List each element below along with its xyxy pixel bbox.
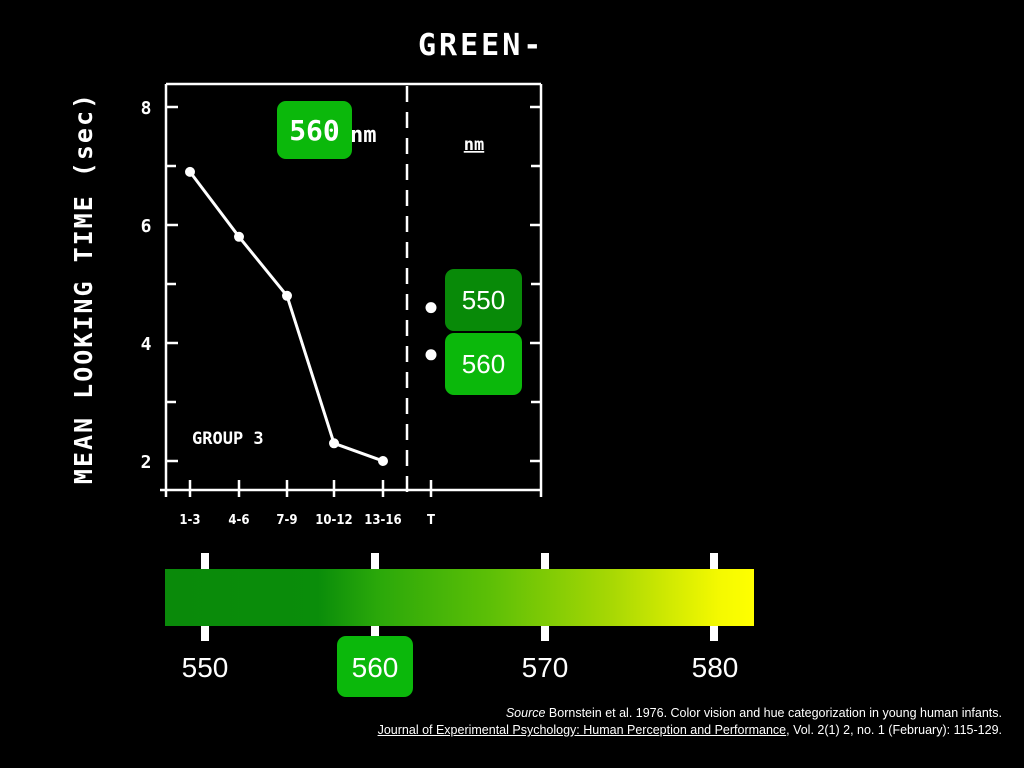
source-citation: Source Bornstein et al. 1976. Color visi… xyxy=(378,705,1002,739)
y-tick-label: 8 xyxy=(141,98,152,119)
scale-tick-580 xyxy=(710,553,718,569)
x-tick-label: 13-16 xyxy=(364,513,401,528)
x-tick-label: 4-6 xyxy=(228,513,249,528)
spectrum-gradient-bar xyxy=(165,569,754,626)
test-point-550 xyxy=(425,302,437,314)
y-tick-label: 2 xyxy=(141,452,152,473)
scale-tick-550-bottom xyxy=(201,626,209,641)
scale-tick-550 xyxy=(201,553,209,569)
x-tick-label: T xyxy=(427,513,435,528)
test-points xyxy=(425,302,437,361)
journal-details: , Vol. 2(1) 2, no. 1 (February): 115-129… xyxy=(786,723,1002,737)
series-line xyxy=(188,170,384,463)
habituation-unit: nm xyxy=(350,123,377,148)
source-label: Source xyxy=(505,706,546,720)
scale-label-560: 560 xyxy=(351,652,399,683)
scale-highlight-badge xyxy=(337,636,413,697)
scale-tick-560 xyxy=(371,553,379,569)
data-point xyxy=(378,456,388,466)
scale-tick-580-bottom xyxy=(710,626,718,641)
series-polyline xyxy=(188,170,384,463)
y-ticks: 2 4 6 8 xyxy=(141,98,541,473)
x-tick-label: 1-3 xyxy=(179,513,200,528)
habituation-value: 560 xyxy=(289,113,340,147)
data-point xyxy=(329,438,339,449)
test-point-560 xyxy=(425,349,437,361)
data-point xyxy=(185,166,195,177)
scale-tick-570 xyxy=(541,553,549,569)
x-tick-label: 10-12 xyxy=(315,513,352,528)
y-tick-label: 4 xyxy=(141,334,152,355)
data-points xyxy=(185,166,388,466)
test-badge-550: 550 xyxy=(445,269,522,331)
scale-label-570: 570 xyxy=(521,652,569,683)
plot-frame xyxy=(160,82,543,497)
group-label: GROUP 3 xyxy=(192,429,264,449)
test-badge-560: 560 xyxy=(445,333,522,395)
test-badge-560-label: 560 xyxy=(461,348,506,379)
data-point xyxy=(282,290,292,301)
x-ticks: 1-3 4-6 7-9 10-12 13-16 T xyxy=(179,480,435,528)
data-point xyxy=(234,231,244,242)
scale-tick-560-bottom xyxy=(371,626,379,641)
y-axis-label: MEAN LOOKING TIME (sec) xyxy=(69,92,98,484)
habituation-badge: 560 xyxy=(277,101,352,159)
scale-label-550: 550 xyxy=(181,652,229,683)
journal-link[interactable]: Journal of Experimental Psychology: Huma… xyxy=(377,723,787,737)
scale-label-580: 580 xyxy=(691,652,739,683)
figure-title: GREEN- xyxy=(418,28,544,63)
scale-tick-570-bottom xyxy=(541,626,549,641)
y-tick-label: 6 xyxy=(141,216,152,237)
source-text: Bornstein et al. 1976. Color vision and … xyxy=(545,706,1002,720)
test-panel-header: nm xyxy=(464,135,484,155)
test-badge-550-label: 550 xyxy=(461,284,506,315)
x-tick-label: 7-9 xyxy=(276,513,297,528)
